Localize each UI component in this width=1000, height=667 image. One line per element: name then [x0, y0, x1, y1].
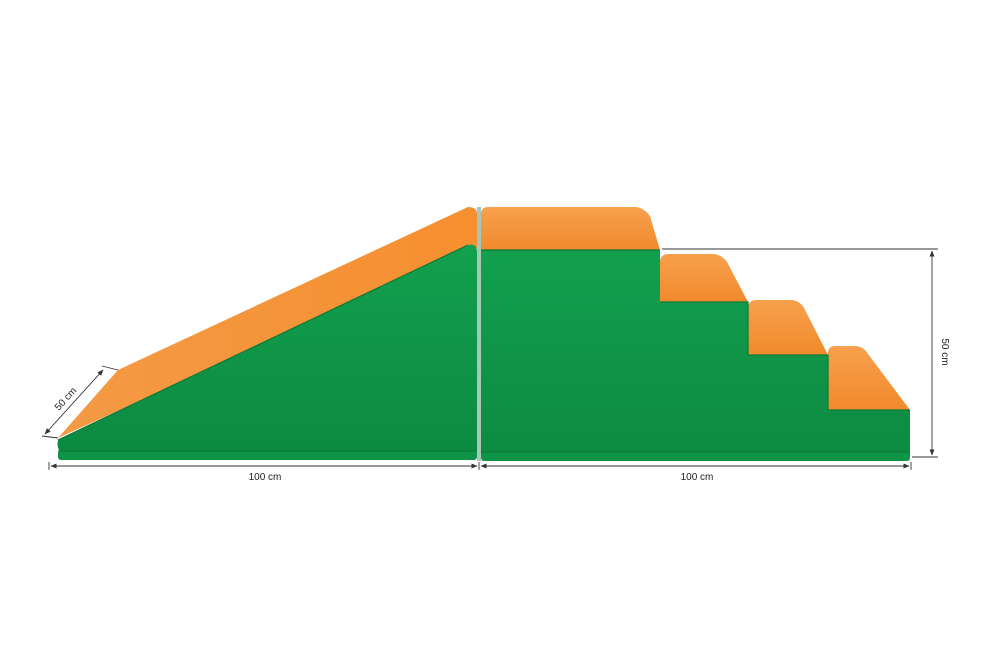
ramp-width-label: 100 cm — [249, 472, 282, 483]
ramp-seam — [57, 244, 469, 441]
height-label: 50 cm — [939, 338, 950, 365]
step-top-1 — [481, 207, 660, 250]
steps-block — [481, 207, 910, 461]
depth-label: 50 cm — [53, 386, 79, 414]
steps-front-face — [481, 250, 910, 456]
ramp-base — [58, 450, 477, 460]
steps-base — [481, 452, 910, 461]
steps-width-label: 100 cm — [681, 472, 714, 483]
dimension-lines — [41, 248, 938, 470]
step-top-4 — [828, 346, 910, 410]
depth-line — [44, 369, 104, 435]
step-top-2 — [660, 254, 748, 302]
step-top-3 — [748, 300, 828, 355]
ramp-front-face — [57, 244, 477, 452]
ramp-top-surface — [58, 207, 477, 438]
ramp-wedge — [57, 207, 477, 460]
